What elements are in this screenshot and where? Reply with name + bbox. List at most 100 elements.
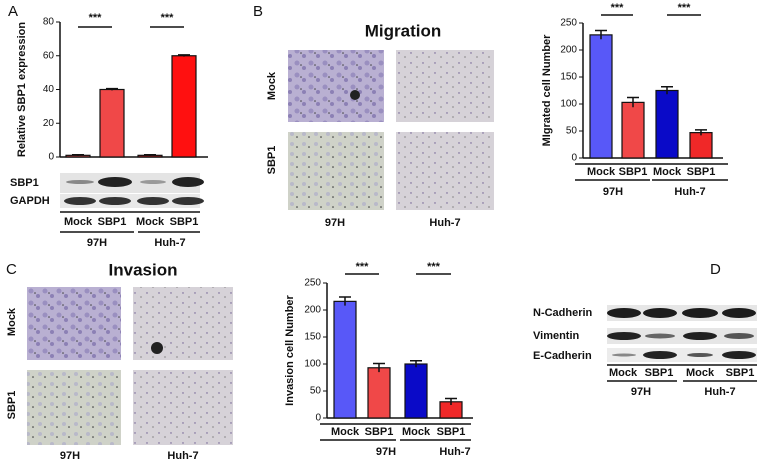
y-tick-label: 80: [43, 17, 55, 28]
micrograph-detail: [350, 90, 360, 100]
y-tick-label: 20: [43, 118, 55, 129]
group-label: 97H: [631, 386, 651, 398]
y-tick-label: 150: [560, 72, 577, 83]
bar: [333, 300, 357, 419]
micrograph: [288, 132, 384, 210]
group-label: 97H: [603, 186, 623, 198]
y-axis-label: Relative SBP1 expression: [16, 22, 28, 157]
bar: [589, 34, 613, 159]
blot-band: [64, 197, 96, 205]
blot-strip: [607, 328, 757, 344]
panel-label: B: [253, 3, 263, 20]
y-tick-label: 200: [560, 45, 577, 56]
micrograph: [133, 370, 233, 445]
blot-band: [98, 177, 132, 187]
blot-band: [722, 351, 756, 359]
blot-band: [722, 308, 756, 318]
x-tick-label: Mock: [653, 166, 682, 178]
x-tick-label: SBP1: [365, 426, 394, 438]
y-tick-label: 200: [304, 305, 321, 316]
micrograph: [288, 50, 384, 122]
y-tick-label: 50: [310, 386, 322, 397]
blot-band: [612, 353, 636, 357]
group-label: 97H: [376, 446, 396, 458]
image-col-label: Huh-7: [167, 450, 198, 462]
blot-strip: [607, 348, 757, 362]
x-tick-label: Mock: [331, 426, 360, 438]
blot-label: E-Cadherin: [533, 350, 592, 362]
y-tick-label: 250: [560, 18, 577, 29]
blot-band: [724, 333, 754, 339]
blot-d: N-Cadherin Vimentin E-Cadherin Mock SBP1…: [533, 305, 757, 398]
image-row-label: SBP1: [266, 146, 278, 175]
y-tick-label: 40: [43, 84, 55, 95]
bar: [621, 101, 645, 159]
image-row-label: SBP1: [6, 391, 18, 420]
significance-label: ***: [611, 2, 625, 14]
image-col-label: Huh-7: [429, 217, 460, 229]
panel-title: Invasion: [109, 260, 178, 279]
significance-label: ***: [678, 2, 692, 14]
y-tick-label: 50: [566, 126, 578, 137]
bar: [689, 132, 713, 159]
blot-a: SBP1 GAPDH: [10, 173, 204, 208]
blot-label: GAPDH: [10, 195, 50, 207]
significance-label: ***: [89, 12, 103, 24]
y-tick-label: 0: [48, 152, 54, 163]
x-tick-label: Mock: [402, 426, 431, 438]
error-bar: [72, 154, 84, 156]
panel-labels: A B C D: [6, 3, 721, 278]
significance-label: ***: [356, 261, 370, 273]
error-bar: [661, 85, 673, 95]
panel-label: D: [710, 261, 721, 278]
y-tick-label: 100: [304, 359, 321, 370]
y-tick-label: 60: [43, 50, 55, 61]
blot-band: [683, 332, 717, 340]
y-axis-label: Invasion cell Number: [284, 294, 296, 405]
bar: [655, 89, 679, 159]
error-bar: [695, 129, 707, 136]
image-row-label: Mock: [266, 71, 278, 100]
micrograph: [27, 370, 121, 445]
error-bar: [595, 29, 607, 40]
panel-title: Migration: [365, 21, 442, 40]
blot-label: Vimentin: [533, 330, 580, 342]
x-tick-label: Mock: [64, 216, 93, 228]
image-col-label: 97H: [60, 450, 80, 462]
group-label: Huh-7: [154, 237, 185, 249]
y-tick-label: 0: [571, 153, 577, 164]
blot-band: [687, 353, 713, 357]
lane-label: SBP1: [726, 367, 755, 379]
lane-label: Mock: [686, 367, 715, 379]
error-bar: [339, 296, 351, 306]
group-label: Huh-7: [674, 186, 705, 198]
blot-band: [682, 308, 718, 318]
blot-label: SBP1: [10, 177, 39, 189]
image-row-label: Mock: [6, 307, 18, 336]
lane-label: Mock: [609, 367, 638, 379]
blot-band: [607, 308, 641, 318]
error-bar: [106, 87, 118, 91]
x-tick-label: SBP1: [170, 216, 199, 228]
significance-label: ***: [427, 261, 441, 273]
group-label: Huh-7: [704, 386, 735, 398]
y-tick-label: 150: [304, 332, 321, 343]
micrograph: [133, 287, 233, 360]
error-bar: [178, 54, 190, 57]
micrograph: [27, 287, 121, 360]
panel-label: A: [8, 3, 18, 20]
blot-band: [645, 333, 675, 339]
blot-band: [643, 351, 677, 359]
y-tick-label: 100: [560, 99, 577, 110]
group-label: 97H: [87, 237, 107, 249]
y-tick-label: 250: [304, 278, 321, 289]
blot-band: [66, 180, 94, 184]
blot-label: N-Cadherin: [533, 307, 593, 319]
significance-label: ***: [161, 12, 175, 24]
x-tick-label: SBP1: [619, 166, 648, 178]
micrograph-detail: [151, 342, 163, 354]
micrograph: [396, 50, 494, 122]
y-axis-label: MIgrated cell Number: [541, 34, 553, 147]
blot-band: [607, 332, 641, 340]
